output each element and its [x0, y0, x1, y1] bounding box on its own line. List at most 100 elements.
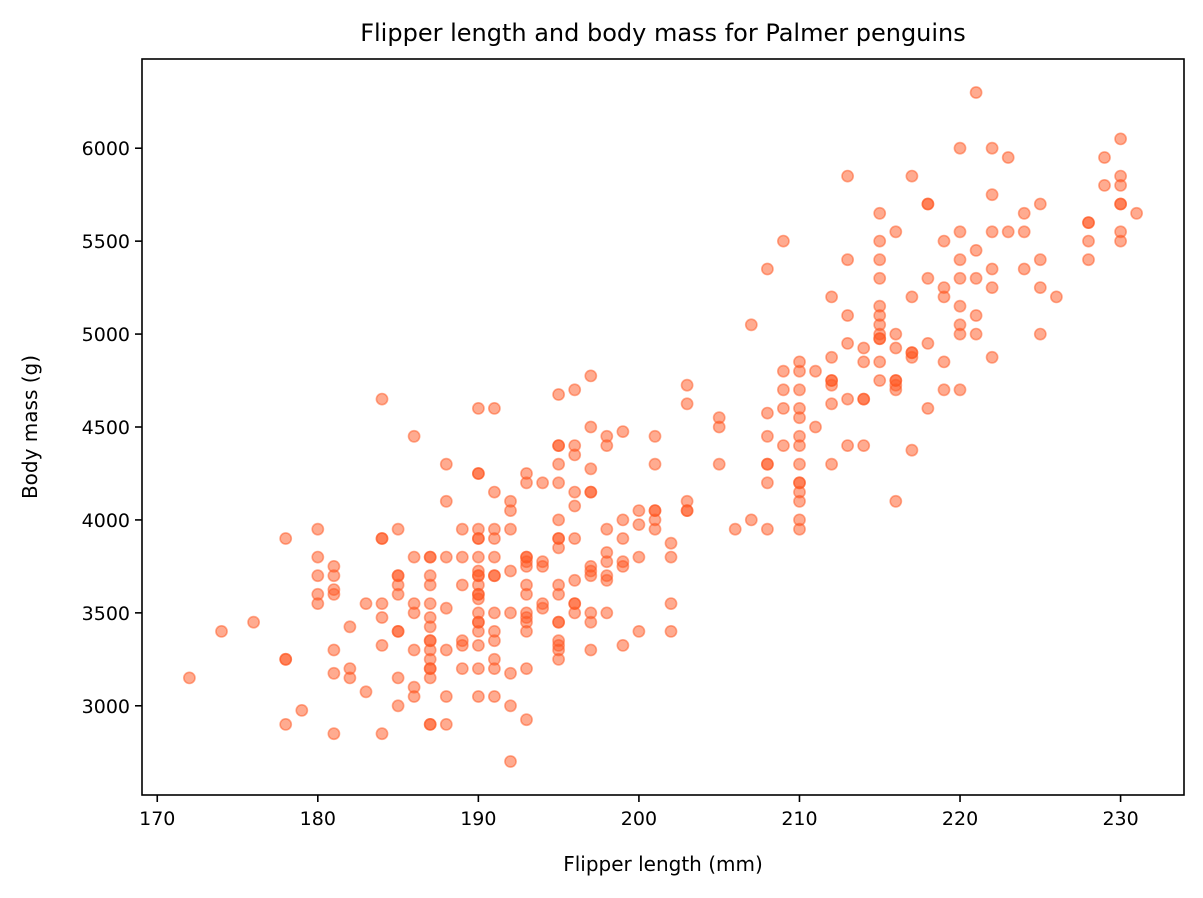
data-point [327, 727, 341, 741]
data-point [584, 420, 598, 434]
data-point [777, 401, 790, 415]
data-point [777, 383, 790, 397]
data-point [825, 290, 838, 304]
data-point [520, 476, 533, 490]
data-point [359, 685, 373, 699]
data-point [905, 350, 919, 364]
y-tick-label: 4500 [82, 417, 130, 439]
x-tick-label: 180 [300, 808, 336, 830]
data-point [616, 560, 630, 573]
data-point [487, 485, 501, 499]
data-point [921, 271, 935, 285]
data-point [825, 378, 838, 392]
data-point [889, 494, 903, 508]
data-point [375, 611, 389, 624]
data-point [407, 643, 421, 657]
data-point [969, 327, 983, 341]
data-point [520, 587, 533, 601]
x-tick-label: 230 [1102, 808, 1138, 830]
data-point [1114, 197, 1127, 211]
y-tick-label: 5500 [82, 231, 130, 253]
data-point [761, 406, 774, 420]
data-point [761, 457, 774, 471]
data-point [953, 299, 967, 313]
data-point [536, 476, 549, 490]
data-point [841, 309, 854, 322]
data-point [777, 439, 790, 452]
y-tick-label: 5000 [82, 324, 130, 346]
data-point [857, 341, 871, 355]
data-point [905, 443, 919, 457]
data-point [247, 615, 260, 629]
data-point [889, 327, 903, 341]
data-point [1033, 281, 1047, 294]
data-point [1033, 197, 1047, 211]
data-point [568, 532, 582, 545]
data-point [841, 439, 854, 452]
data-point [423, 578, 437, 592]
data-point [423, 620, 437, 634]
data-point [680, 378, 694, 392]
x-tick-label: 200 [621, 808, 657, 830]
data-point [1017, 262, 1031, 276]
data-point [407, 429, 421, 443]
data-point [568, 499, 582, 513]
data-point [455, 522, 469, 536]
data-point [407, 690, 421, 703]
data-point [327, 666, 341, 680]
data-point [648, 457, 662, 471]
data-point [279, 532, 293, 545]
data-point [632, 625, 646, 638]
data-point [584, 615, 598, 629]
data-point [552, 652, 565, 666]
data-point [552, 541, 565, 555]
data-point [761, 429, 774, 443]
data-point [921, 336, 935, 350]
data-point [423, 550, 437, 564]
data-point [552, 513, 565, 527]
data-point [1001, 151, 1015, 164]
data-point [552, 615, 565, 629]
data-point [439, 690, 453, 703]
data-point [487, 662, 501, 675]
data-point [504, 606, 517, 620]
data-point [391, 671, 405, 685]
points-layer [182, 86, 1143, 768]
data-point [504, 504, 517, 517]
data-point [777, 364, 790, 378]
data-point [841, 169, 854, 183]
data-point [568, 383, 582, 397]
data-point [359, 597, 373, 610]
data-point [552, 587, 565, 601]
data-point [712, 420, 726, 434]
data-point [471, 625, 485, 638]
data-point [969, 243, 983, 257]
data-point [744, 513, 758, 527]
data-point [584, 369, 598, 383]
data-point [1033, 253, 1047, 267]
data-point [375, 392, 389, 406]
data-point [873, 253, 887, 267]
data-point [439, 550, 453, 564]
data-point [873, 332, 887, 346]
data-point [568, 573, 582, 587]
data-point [937, 234, 951, 248]
data-point [664, 550, 678, 564]
data-point [520, 625, 533, 638]
x-tick-label: 210 [781, 808, 817, 830]
data-point [793, 457, 806, 471]
data-point [857, 355, 871, 369]
chart-title: Flipper length and body mass for Palmer … [360, 19, 966, 47]
x-tick-label: 170 [139, 808, 175, 830]
data-point [1114, 178, 1127, 192]
data-point [504, 522, 517, 536]
data-point [905, 290, 919, 304]
data-point [1114, 132, 1127, 146]
data-point [439, 643, 453, 657]
data-point [568, 448, 582, 462]
data-point [985, 350, 999, 364]
data-point [761, 262, 774, 276]
data-point [664, 625, 678, 638]
data-point [744, 318, 758, 332]
